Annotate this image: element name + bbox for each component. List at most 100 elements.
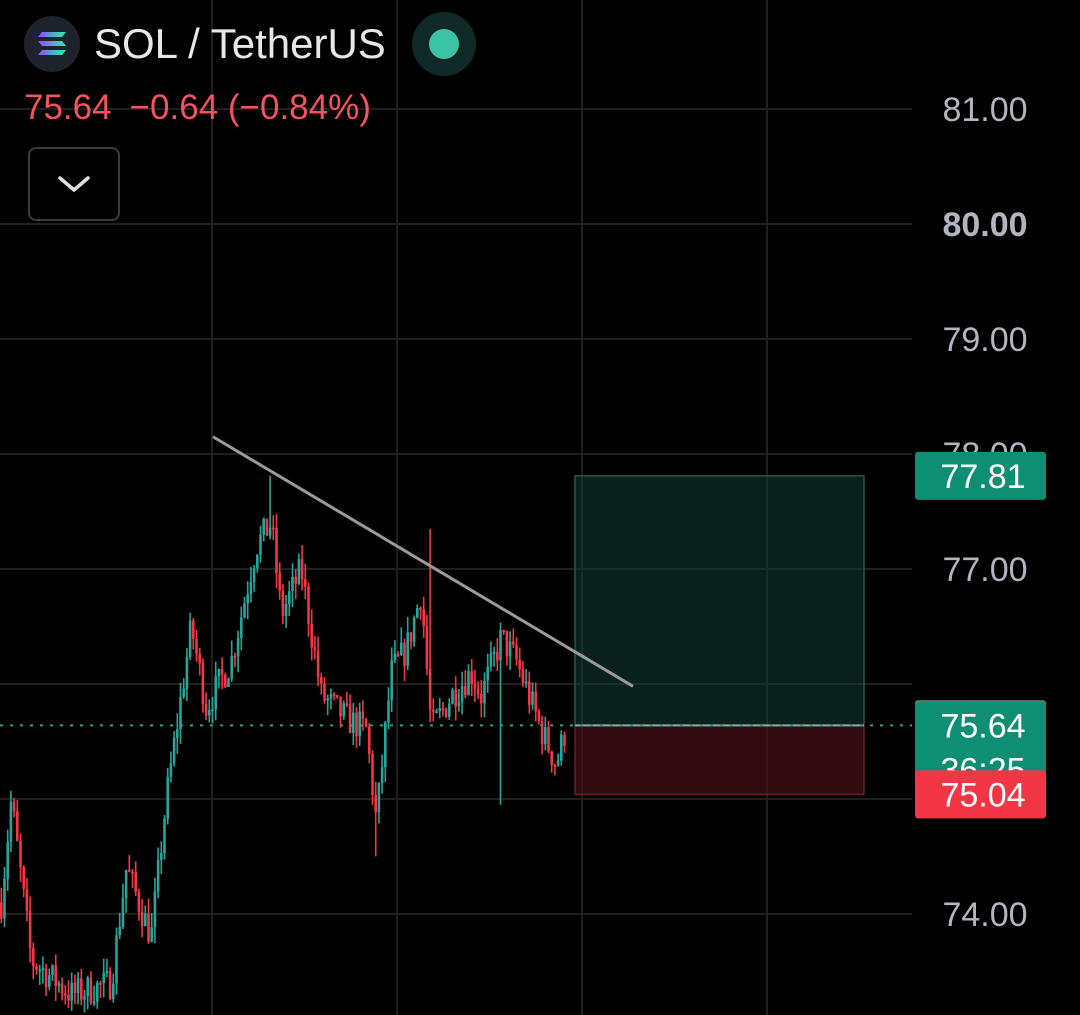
- candle: [323, 677, 326, 704]
- candle-body: [198, 653, 201, 664]
- candle: [512, 628, 515, 648]
- candle-body: [288, 591, 291, 605]
- candle-body: [185, 656, 189, 689]
- candle-body: [265, 518, 269, 536]
- candle-body: [406, 632, 409, 666]
- candle-body: [179, 696, 182, 730]
- candle: [278, 562, 281, 600]
- candle-body: [300, 559, 304, 580]
- candle-body: [464, 686, 467, 696]
- candle-body: [243, 603, 246, 618]
- candle: [531, 682, 534, 710]
- trendline: [212, 435, 634, 688]
- candle: [358, 702, 361, 746]
- candle-body: [0, 902, 3, 919]
- candle: [150, 912, 153, 943]
- price-label-text: 75.64: [940, 707, 1025, 745]
- candle: [384, 720, 387, 783]
- candle: [396, 651, 400, 658]
- candle-body: [3, 878, 6, 919]
- candle-body: [89, 977, 93, 1003]
- candle-body: [92, 1001, 96, 1004]
- candle: [44, 963, 48, 997]
- candle-body: [115, 935, 118, 984]
- candle-body: [361, 711, 365, 720]
- candle-body: [70, 982, 73, 1001]
- candle: [339, 696, 342, 728]
- candle: [284, 594, 288, 628]
- candle: [470, 658, 473, 697]
- price-label-target: 77.81: [915, 451, 1046, 500]
- price-label-stop: 75.04: [915, 770, 1046, 819]
- candle: [272, 515, 275, 541]
- candle-body: [393, 653, 397, 661]
- candle-body: [57, 983, 61, 987]
- candle-body: [515, 644, 518, 660]
- candle: [281, 584, 285, 625]
- candle: [140, 899, 144, 938]
- candle-body: [534, 691, 537, 712]
- candle-body: [371, 753, 374, 796]
- price-label-box: [915, 770, 1046, 819]
- candle-body: [476, 688, 480, 695]
- candle-body: [528, 681, 531, 705]
- candle-body: [147, 913, 150, 942]
- candle: [435, 708, 438, 714]
- candle: [192, 617, 195, 650]
- candle-body: [67, 994, 70, 1001]
- candle: [252, 564, 256, 592]
- candle: [144, 905, 147, 927]
- candle-body: [454, 689, 457, 707]
- candle-body: [313, 647, 317, 651]
- candle: [137, 888, 141, 921]
- candle-body: [12, 801, 16, 812]
- market-status-icon[interactable]: [411, 12, 476, 76]
- candle-body: [249, 582, 253, 595]
- candle: [128, 855, 131, 873]
- candle: [563, 731, 566, 753]
- candle-body: [54, 965, 57, 987]
- candle: [403, 638, 406, 682]
- candle-body: [508, 641, 512, 657]
- candle: [275, 513, 278, 589]
- candle-body: [294, 576, 297, 584]
- candle: [361, 700, 365, 731]
- candle-body: [352, 712, 355, 734]
- candle: [499, 622, 502, 805]
- candle-body: [473, 683, 477, 689]
- price-quote: 75.64 −0.64 (−0.84%): [24, 88, 371, 128]
- symbol-title[interactable]: SOL / TetherUS: [94, 20, 386, 67]
- candle: [256, 553, 259, 573]
- candle-body: [355, 712, 358, 737]
- candle-body: [291, 576, 294, 592]
- candle-body: [172, 737, 176, 764]
- price-axis-tick: 74.00: [942, 896, 1027, 934]
- candle-body: [556, 760, 560, 766]
- candle-body: [236, 637, 240, 657]
- candle: [70, 972, 73, 1011]
- candle: [108, 967, 112, 1001]
- target-zone: [574, 475, 865, 727]
- collapse-legend-button[interactable]: [28, 147, 120, 221]
- candle-body: [153, 891, 157, 928]
- candle: [540, 715, 544, 755]
- candle-body: [16, 811, 19, 841]
- candle-body: [326, 698, 329, 701]
- candle-body: [166, 776, 169, 819]
- candle: [400, 627, 403, 656]
- candle-body: [358, 711, 361, 737]
- candle-body: [339, 696, 342, 717]
- candle: [412, 615, 416, 647]
- candle-body: [128, 869, 131, 872]
- price-axis-tick: 80.00: [942, 206, 1027, 244]
- candle-body: [73, 982, 77, 993]
- candle-body: [150, 927, 153, 942]
- candle-body: [547, 727, 550, 752]
- candle-body: [214, 676, 217, 710]
- candle: [166, 767, 169, 825]
- candle: [156, 847, 160, 899]
- candle: [211, 696, 214, 724]
- candle: [118, 912, 121, 940]
- candle-body: [246, 594, 249, 604]
